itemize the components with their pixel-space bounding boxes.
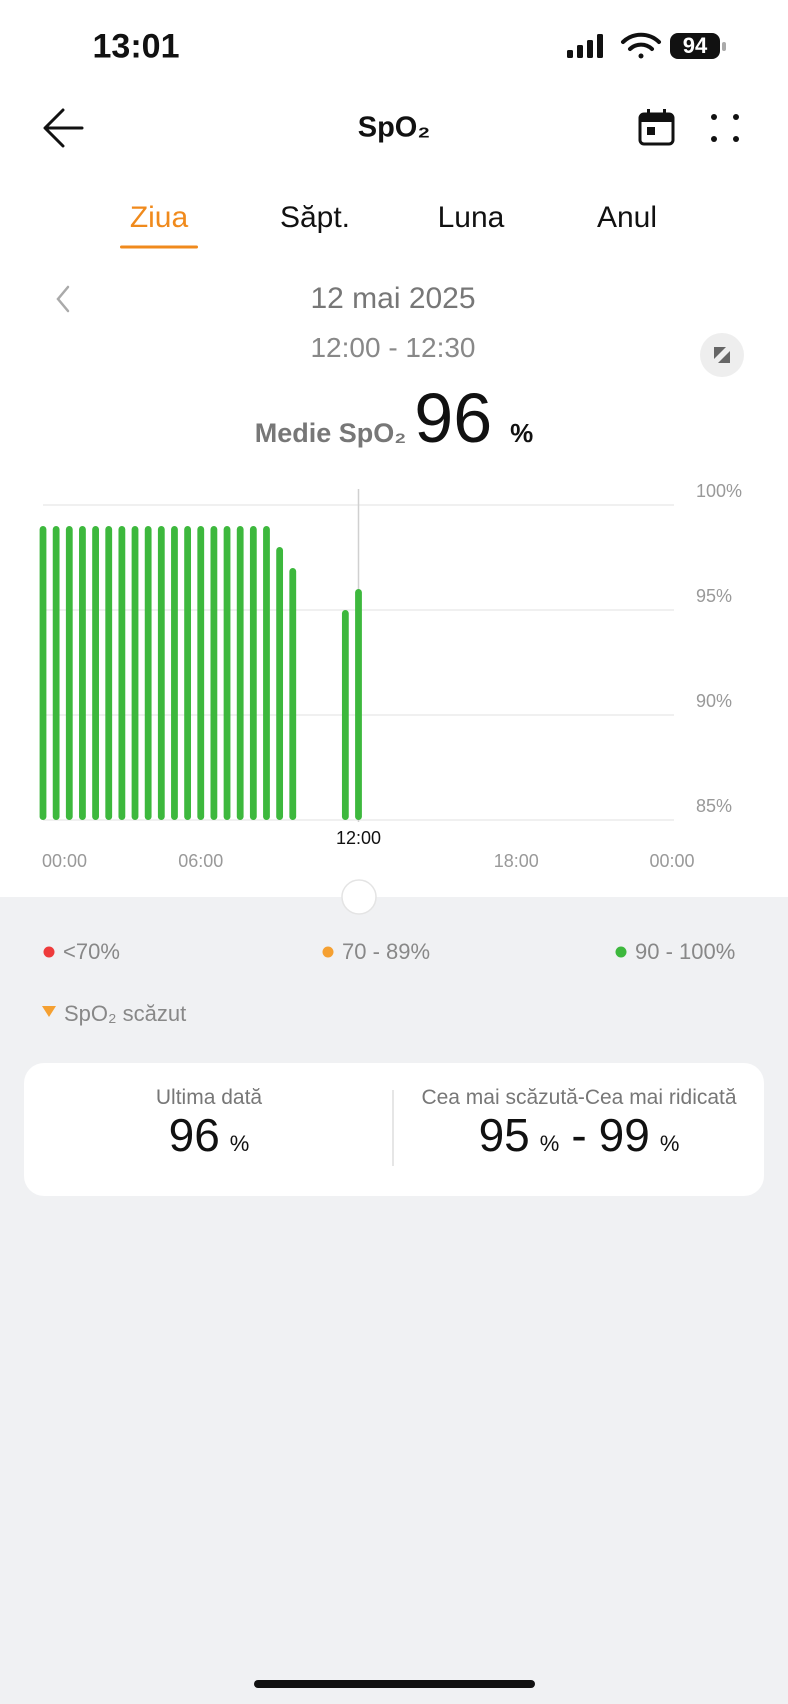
- tab[interactable]: Luna: [437, 201, 505, 234]
- bar: [276, 547, 284, 820]
- tab[interactable]: Ziua: [129, 201, 189, 234]
- tab[interactable]: Săpt.: [279, 201, 351, 234]
- wifi-icon: [621, 32, 661, 59]
- battery-icon: [670, 33, 720, 59]
- triangle: [42, 1006, 56, 1017]
- legend-dot: [43, 946, 55, 958]
- more-button[interactable]: [711, 114, 739, 142]
- bar: [223, 526, 231, 820]
- home-indicator: [254, 1680, 535, 1688]
- bar: [210, 526, 218, 820]
- tab[interactable]: Anul: [596, 201, 658, 234]
- last-value: 96: [168, 1109, 220, 1161]
- legend-label: <70%: [63, 939, 120, 964]
- legend-dot: [322, 946, 334, 958]
- last-label: Ultima dată: [155, 1086, 263, 1109]
- bar: [157, 526, 165, 820]
- average-unit: %: [510, 418, 534, 448]
- x-tick-label: 00:00: [42, 851, 87, 871]
- bar: [289, 568, 297, 820]
- average-row: Medie SpO₂ 96 %: [0, 378, 788, 458]
- y-tick-label: 100%: [696, 481, 742, 501]
- range-separator: -: [571, 1109, 587, 1161]
- bar: [39, 526, 47, 820]
- calendar-button[interactable]: [638, 109, 675, 146]
- x-tick-label: 00:00: [649, 851, 694, 871]
- bar: [236, 526, 244, 820]
- bar: [171, 526, 178, 820]
- range-min: 95: [478, 1109, 530, 1161]
- battery-tip: [722, 42, 726, 51]
- chart: 100% 95% 90% 85% 00:00 06:00 12:00 18:00 00:00: [39, 481, 742, 871]
- bar: [144, 526, 152, 820]
- legend-dot: [615, 946, 627, 958]
- date: 12 mai 2025: [310, 282, 476, 315]
- battery-level: 94: [682, 33, 708, 58]
- range-label: Cea mai scăzută-Cea mai ridicată: [421, 1086, 737, 1109]
- y-tick-label: 95%: [696, 586, 732, 606]
- bar: [184, 526, 192, 820]
- low-marker-label: SpO₂ scăzut: [64, 1001, 187, 1026]
- prev-day[interactable]: [56, 285, 70, 313]
- bar: [52, 526, 60, 820]
- y-tick-label: 90%: [696, 691, 732, 711]
- bar: [105, 526, 113, 820]
- bar: [131, 526, 139, 820]
- bar: [79, 526, 86, 820]
- signal-icon: [567, 34, 603, 58]
- bar: [197, 526, 205, 820]
- bar: [355, 589, 362, 820]
- bar: [118, 526, 126, 820]
- stats-card: [24, 1063, 764, 1196]
- time-range: 12:00 - 12:30: [310, 332, 476, 363]
- range-min-unit: %: [539, 1131, 560, 1156]
- page-title: SpO₂: [357, 111, 431, 144]
- expand-button[interactable]: [700, 333, 744, 377]
- range-max-unit: %: [659, 1131, 680, 1156]
- bar: [65, 526, 73, 820]
- back-button[interactable]: [43, 108, 84, 148]
- range-max: 99: [598, 1109, 650, 1161]
- legend-label: 90 - 100%: [635, 939, 736, 964]
- bar: [92, 526, 99, 820]
- range-row: 95 % - 99 %: [185, 1108, 788, 1162]
- scroll-handle[interactable]: [341, 879, 377, 915]
- low-marker-icon: [42, 1005, 56, 1023]
- bar: [263, 526, 270, 820]
- average-value: 96: [414, 379, 493, 457]
- clock: 13:01: [92, 27, 180, 66]
- top-panel: [0, 0, 788, 897]
- bar: [341, 610, 349, 820]
- x-tick-label: 06:00: [178, 851, 223, 871]
- last-unit: %: [229, 1131, 250, 1156]
- expand-icon: [714, 347, 730, 363]
- legend-label: 70 - 89%: [342, 939, 431, 964]
- average-label: Medie SpO₂: [254, 418, 407, 448]
- bar: [249, 526, 257, 820]
- x-tick-label: 12:00: [336, 828, 381, 848]
- y-tick-label: 85%: [696, 796, 732, 816]
- tab-underline: [120, 245, 198, 249]
- last-row: 96 %: [0, 1108, 603, 1162]
- x-tick-label: 18:00: [494, 851, 539, 871]
